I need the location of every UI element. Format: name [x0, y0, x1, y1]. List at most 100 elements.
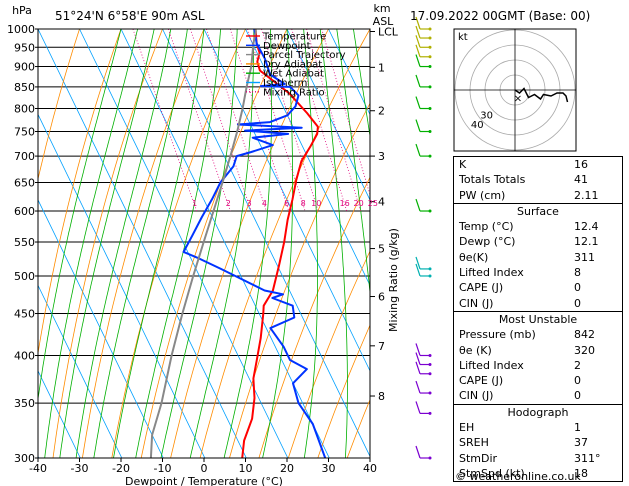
wind-barb-dot	[428, 411, 432, 415]
dry-adiabat	[258, 176, 370, 458]
legend-entry: Dry Adiabat	[263, 59, 322, 70]
wet-adiabat	[75, 29, 172, 458]
index-row: Lifted Index 2	[454, 358, 622, 373]
pressure-tick-label: 1000	[7, 23, 35, 36]
wet-adiabat	[319, 29, 348, 458]
index-value: 1	[574, 421, 581, 435]
dry-adiabat	[317, 324, 370, 458]
mixing-ratio-line	[291, 29, 348, 212]
wind-barb-flag	[415, 96, 421, 109]
dry-adiabat	[38, 29, 80, 181]
isotherm--40	[38, 29, 247, 458]
dry-adiabat	[229, 102, 370, 458]
isotherm--80	[38, 369, 81, 458]
dry-adiabat	[111, 29, 246, 458]
wind-barb-flag	[415, 361, 421, 374]
isotherm-0	[203, 29, 370, 372]
temperature-tick-label: 30	[322, 462, 336, 475]
mixing-ratio-labels: 1 2 3 4 6 8 10 16 20 25	[192, 199, 378, 208]
height-tick-label: 8	[378, 390, 385, 403]
index-value: 0	[574, 296, 581, 310]
index-value: 37	[574, 436, 588, 450]
height-tick-label: 1	[378, 61, 385, 74]
series-parcel-trajectory	[149, 29, 257, 458]
wind-barb-dot	[428, 85, 432, 89]
wet-adiabat	[44, 29, 138, 458]
isotherm--10	[162, 29, 370, 458]
pressure-unit: hPa	[12, 4, 32, 17]
index-value: 41	[574, 173, 588, 187]
unstable-title: Most Unstable	[498, 312, 578, 326]
wind-barb-dot	[428, 209, 432, 213]
wind-barb-dot	[428, 154, 432, 158]
wind-barb-dot	[428, 45, 432, 49]
hodograph-ring-label: 30	[480, 110, 493, 121]
index-label: θe (K)	[459, 343, 492, 357]
index-row: EH 1	[454, 420, 622, 435]
legend-entry: Isotherm	[263, 78, 307, 89]
height-tick-label: 7	[378, 340, 385, 353]
wind-barb-flag	[415, 256, 421, 270]
axes: hPa3003504004505005506006507007508008509…	[7, 2, 400, 486]
wind-barb-flag	[415, 263, 421, 277]
index-value: 8	[574, 266, 581, 280]
index-label: Lifted Index	[459, 358, 524, 372]
legend-entry: Parcel Trajectory	[263, 50, 346, 61]
surface-indices: Surface Temp (°C) 12.4 Dewp (°C) 12.1 θe(K) 3…	[453, 203, 623, 312]
pressure-tick-label: 550	[14, 236, 35, 249]
pressure-tick-label: 650	[14, 176, 35, 189]
hodograph-ring-label: 40	[471, 120, 484, 131]
pressure-tick-label: 400	[14, 349, 35, 362]
mixing-ratio-label: 20	[354, 199, 364, 208]
index-row: K 16	[454, 157, 622, 172]
isotherm--30	[79, 29, 289, 458]
index-row: Pressure (mb) 842	[454, 327, 622, 342]
index-row: StmDir 311°	[454, 451, 622, 466]
wind-barb-dot	[428, 36, 432, 40]
index-label: θe(K)	[459, 250, 489, 264]
index-row: θe(K) 311	[454, 250, 622, 265]
pressure-tick-label: 950	[14, 41, 35, 54]
mixing-ratio-axis-label: Mixing Ratio (g/kg)	[387, 228, 400, 332]
temperature-tick-label: 20	[280, 462, 294, 475]
mixing-ratio-line	[132, 29, 198, 212]
indices-panel: K 16 Totals Totals 41 PW (cm) 2.11 Surface Te…	[453, 156, 623, 483]
index-value: 2	[574, 358, 581, 372]
wind-barb-flag	[415, 198, 421, 212]
index-label: Totals Totals	[459, 173, 526, 187]
index-value: 0	[574, 389, 581, 403]
datetime-title: 17.09.2022 00GMT (Base: 00)	[410, 9, 591, 23]
wet-adiabat	[93, 29, 188, 458]
index-value: 0	[574, 281, 581, 295]
index-row: Lifted Index 8	[454, 265, 622, 280]
dry-adiabat	[38, 29, 122, 356]
wind-barb-flag	[415, 119, 421, 132]
wind-barb-flag	[415, 25, 421, 39]
wet-adiabat	[262, 29, 293, 458]
wind-barb-dot	[428, 391, 432, 395]
index-label: StmDir	[459, 451, 498, 465]
index-value: 16	[574, 158, 588, 171]
mixing-ratio-label: 1	[192, 199, 197, 208]
wind-barb-flag	[415, 74, 421, 88]
mixing-ratio-label: 2	[226, 199, 231, 208]
height-tick-label: LCL	[378, 26, 399, 39]
index-row: Dewp (°C) 12.1	[454, 234, 622, 249]
mixing-ratio-label: 10	[311, 199, 321, 208]
index-label: CIN (J)	[459, 296, 494, 310]
index-value: 842	[574, 328, 595, 342]
index-label: Dewp (°C)	[459, 235, 516, 249]
series-temperature	[241, 29, 319, 458]
wind-barb-flag	[415, 44, 421, 57]
index-label: K	[459, 158, 467, 171]
pressure-tick-label: 850	[14, 81, 35, 94]
pressure-tick-label: 900	[14, 61, 35, 74]
height-tick-label: 3	[378, 150, 385, 163]
storm-motion-marker: ×	[514, 94, 522, 105]
isotherm-20	[286, 29, 370, 201]
wind-barb-dot	[428, 27, 432, 31]
dry-adiabat	[287, 250, 370, 458]
index-label: Lifted Index	[459, 266, 524, 280]
